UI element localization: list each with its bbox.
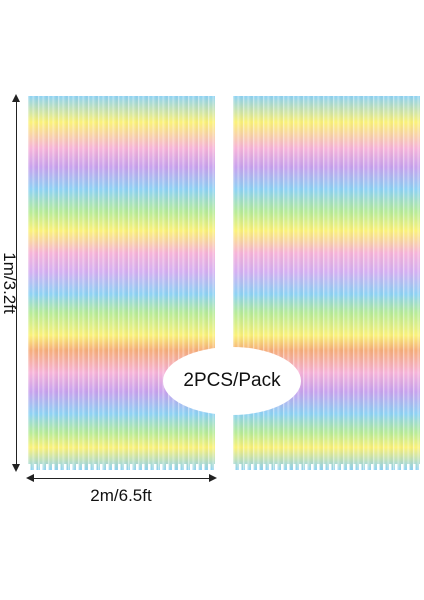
arrow-left-icon <box>26 474 34 482</box>
curtain-left-image <box>28 96 215 470</box>
height-dimension-label: 1m/3.2ft <box>0 252 19 314</box>
height-dimension-arrow <box>12 94 20 472</box>
arrow-right-icon <box>209 474 217 482</box>
arrow-up-icon <box>12 94 20 102</box>
width-dimension-arrow <box>26 474 217 482</box>
curtain-right-image <box>233 96 420 470</box>
pack-quantity-label: 2PCS/Pack <box>183 370 281 391</box>
width-dimension-label: 2m/6.5ft <box>90 486 152 505</box>
arrow-down-icon <box>12 464 20 472</box>
pack-quantity-badge: 2PCS/Pack <box>163 347 301 415</box>
